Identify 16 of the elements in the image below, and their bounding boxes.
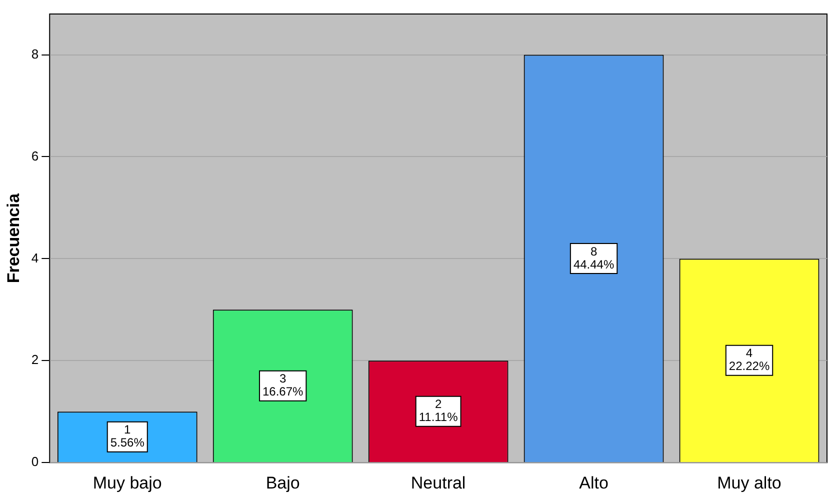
x-tick-label: Neutral: [410, 473, 466, 492]
data-label: 1 5.56%: [110, 422, 145, 450]
x-tick-label: Alto: [579, 473, 608, 492]
data-label: 2 11.11%: [418, 397, 458, 424]
x-tick-label: Muy alto: [717, 473, 782, 492]
y-tick-label: 8: [31, 46, 39, 62]
y-axis-title: Frecuencia: [4, 192, 23, 284]
data-label: 4 22.22%: [728, 346, 770, 374]
y-tick-label: 6: [31, 148, 39, 164]
y-tick-label: 2: [31, 352, 39, 368]
y-tick-label: 4: [31, 250, 39, 266]
y-tick-label: 0: [31, 454, 39, 470]
x-tick-label: Bajo: [266, 473, 300, 492]
data-label: 3 16.67%: [262, 372, 304, 399]
data-label: 8 44.44%: [573, 244, 614, 272]
x-tick-label: Muy bajo: [92, 473, 162, 492]
